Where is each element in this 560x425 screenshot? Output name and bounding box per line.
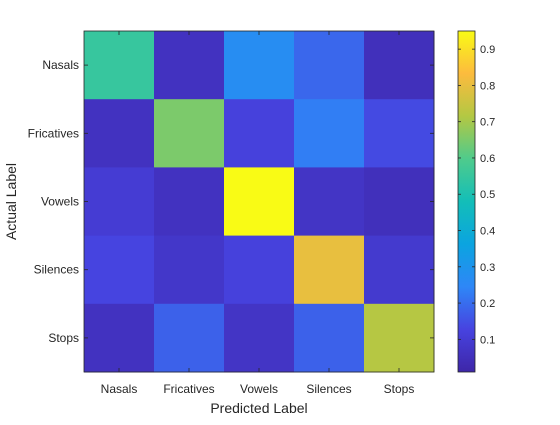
colorbar-tick-label: 0.3 bbox=[480, 262, 495, 274]
y-tick-label: Fricatives bbox=[28, 126, 79, 140]
colorbar-tick-label: 0.9 bbox=[480, 44, 495, 56]
colorbar-tick-label: 0.5 bbox=[480, 189, 495, 201]
y-tick-label: Nasals bbox=[42, 58, 79, 72]
heatmap-cell bbox=[224, 31, 295, 100]
heatmap-cell bbox=[224, 235, 295, 305]
heatmap-cell bbox=[154, 167, 225, 237]
x-tick-label: Stops bbox=[384, 382, 415, 396]
x-tick-label: Silences bbox=[306, 382, 351, 396]
heatmap-cell bbox=[224, 99, 295, 168]
heatmap-cell bbox=[364, 235, 435, 305]
x-axis-title: Predicted Label bbox=[210, 400, 307, 416]
y-tick-label: Vowels bbox=[41, 195, 79, 209]
colorbar-gradient bbox=[457, 30, 476, 373]
colorbar-tick-label: 0.4 bbox=[480, 226, 495, 238]
y-tick-label: Silences bbox=[34, 263, 79, 277]
colorbar-tick-label: 0.8 bbox=[480, 80, 495, 92]
heatmap-cell bbox=[154, 235, 225, 305]
heatmap-cell bbox=[154, 99, 225, 168]
y-axis-title: Actual Label bbox=[3, 163, 19, 240]
heatmap-cell bbox=[294, 303, 365, 373]
heatmap-cell bbox=[294, 99, 365, 168]
colorbar-tick-label: 0.2 bbox=[480, 298, 495, 310]
colorbar-tick-label: 0.7 bbox=[480, 117, 495, 129]
colorbar-ticks: 0.1 0.2 0.3 0.4 0.5 0.6 0.7 0.8 0.9 bbox=[458, 44, 495, 346]
heatmap-cell bbox=[84, 31, 155, 100]
heatmap-cells bbox=[84, 31, 435, 373]
x-axis-ticks: Nasals Fricatives Vowels Silences Stops bbox=[101, 31, 415, 396]
heatmap-cell bbox=[84, 303, 155, 373]
y-axis-ticks: Nasals Fricatives Vowels Silences Stops bbox=[28, 58, 434, 345]
heatmap-cell bbox=[294, 235, 365, 305]
heatmap-cell bbox=[154, 31, 225, 100]
heatmap-cell bbox=[364, 31, 435, 100]
heatmap-cell bbox=[294, 31, 365, 100]
heatmap-cell bbox=[364, 167, 435, 237]
x-tick-label: Fricatives bbox=[163, 382, 214, 396]
heatmap-cell bbox=[154, 303, 225, 373]
heatmap-cell bbox=[84, 99, 155, 168]
heatmap-cell bbox=[294, 167, 365, 237]
heatmap-cell bbox=[364, 99, 435, 168]
colorbar-tick-label: 0.1 bbox=[480, 334, 495, 346]
heatmap-cell bbox=[224, 303, 295, 373]
heatmap-cell bbox=[364, 303, 435, 373]
heatmap-cell bbox=[84, 235, 155, 305]
x-tick-label: Vowels bbox=[240, 382, 278, 396]
colorbar: 0.1 0.2 0.3 0.4 0.5 0.6 0.7 0.8 0.9 bbox=[457, 30, 495, 373]
colorbar-tick-label: 0.6 bbox=[480, 153, 495, 165]
heatmap-cell bbox=[224, 167, 295, 237]
x-tick-label: Nasals bbox=[101, 382, 138, 396]
y-tick-label: Stops bbox=[48, 331, 79, 345]
heatmap-cell bbox=[84, 167, 155, 237]
